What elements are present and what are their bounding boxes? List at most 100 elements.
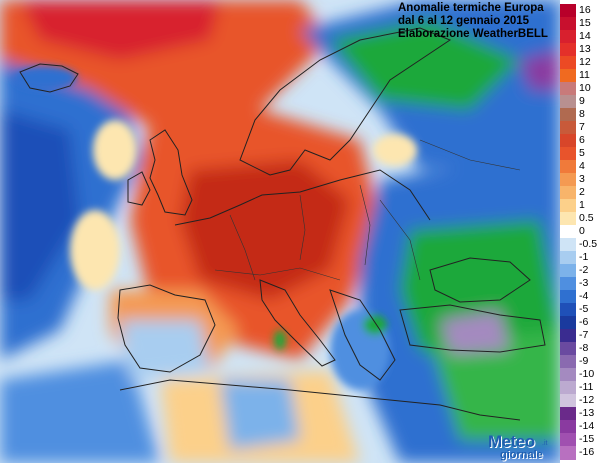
title-line: dal 6 al 12 gennaio 2015	[398, 15, 530, 27]
title-line: Anomalie termiche Europa	[398, 2, 544, 14]
legend-swatch	[560, 238, 576, 252]
legend-swatch	[560, 69, 576, 83]
legend-label: 1	[579, 199, 585, 211]
legend-label: 2	[579, 186, 585, 198]
map-title: Anomalie termiche Europa dal 6 al 12 gen…	[398, 2, 560, 41]
logo-text-giornale: giornale	[500, 449, 543, 461]
iceland-cold-patch	[13, 66, 77, 90]
middle-east-green	[430, 330, 560, 440]
border-france-germany	[229, 214, 256, 281]
legend-swatch	[560, 407, 576, 421]
legend-label: -13	[579, 407, 595, 419]
ireland-coast	[127, 171, 151, 206]
legend-swatch	[560, 43, 576, 57]
legend-swatch	[560, 108, 576, 122]
legend-label: -6	[579, 316, 589, 328]
iberia-coast	[117, 284, 216, 373]
british-isles-coast	[149, 129, 193, 216]
legend-swatch	[560, 420, 576, 434]
legend-label: 8	[579, 108, 585, 120]
temperature-anomaly-map	[0, 0, 560, 463]
legend-label: 5	[579, 147, 585, 159]
urals-purple-patch	[520, 50, 560, 90]
legend-label: -1	[579, 251, 589, 263]
legend-label: 0.5	[579, 212, 594, 224]
legend-label: -11	[579, 381, 594, 393]
anomaly-fields	[0, 0, 560, 463]
border-east-europe	[379, 199, 421, 281]
legend-swatch	[560, 264, 576, 278]
legend-swatch	[560, 199, 576, 213]
legend-swatch	[560, 251, 576, 265]
legend-label: -12	[579, 394, 595, 406]
legend-label: 3	[579, 173, 585, 185]
balkan-green-patch	[363, 315, 387, 335]
legend-label: -9	[579, 355, 589, 367]
legend-label: -15	[579, 433, 595, 445]
iceland-coast	[19, 63, 79, 93]
russia-green-field	[330, 20, 520, 110]
legend-label: 11	[579, 69, 590, 81]
legend-swatch	[560, 381, 576, 395]
coastlines	[19, 27, 546, 421]
legend-label: -7	[579, 329, 589, 341]
atlantic-deep-cold	[0, 110, 80, 300]
legend-swatch	[560, 433, 576, 447]
africa-cool	[220, 380, 300, 450]
legend-swatch	[560, 355, 576, 369]
legend-swatch	[560, 17, 576, 31]
italy-coast	[259, 279, 336, 367]
legend-label: 15	[579, 17, 591, 29]
legend-swatch	[560, 186, 576, 200]
legend-label: -3	[579, 277, 589, 289]
legend-label: 13	[579, 43, 591, 55]
legend-swatch	[560, 30, 576, 44]
legend-swatch	[560, 147, 576, 161]
legend-swatch	[560, 342, 576, 356]
legend-label: -14	[579, 420, 595, 432]
continental-coast	[174, 169, 431, 226]
border-alps	[214, 267, 341, 281]
iberia-cool	[120, 320, 210, 380]
legend-swatch	[560, 290, 576, 304]
legend-swatch	[560, 212, 576, 226]
legend-label: -16	[579, 446, 595, 458]
baltic-pale-patch	[373, 134, 417, 166]
legend-swatch	[560, 225, 576, 239]
legend-label: 12	[579, 56, 591, 68]
legend-swatch	[560, 303, 576, 317]
legend-label: 6	[579, 134, 585, 146]
south-atlantic-cold	[0, 360, 160, 463]
meteogiornale-logo: Meteo .it giornale	[486, 432, 560, 462]
legend-swatch	[560, 316, 576, 330]
legend-swatch	[560, 56, 576, 70]
country-borders	[214, 139, 521, 281]
biscay-pale-patch	[70, 210, 120, 290]
border-russia	[419, 139, 521, 171]
legend-swatch	[560, 394, 576, 408]
border-germany-poland	[299, 194, 306, 261]
legend-label: 10	[579, 82, 591, 94]
arctic-warm-core	[20, 0, 220, 60]
title-line: Elaborazione WeatherBELL	[398, 28, 548, 40]
atlantic-pale-patch	[93, 120, 137, 180]
legend-label: -8	[579, 342, 589, 354]
legend-swatch	[560, 4, 576, 18]
logo-text-suffix: .it	[542, 440, 548, 447]
legend-swatch	[560, 160, 576, 174]
legend-label: -5	[579, 303, 589, 315]
legend-swatch	[560, 446, 576, 460]
scandinavia-coast	[239, 27, 452, 176]
legend-label: -0.5	[579, 238, 598, 250]
north-africa-coast	[119, 379, 521, 421]
europe-warm-core	[180, 160, 350, 300]
detail-patches	[13, 66, 417, 390]
legend-label: 16	[579, 4, 591, 16]
legend-label: 0	[579, 225, 585, 237]
legend-swatch	[560, 95, 576, 109]
turkey-purple-patch	[440, 310, 510, 355]
legend-swatch	[560, 134, 576, 148]
sardinia-green-patch	[274, 330, 286, 350]
legend-label: -4	[579, 290, 589, 302]
